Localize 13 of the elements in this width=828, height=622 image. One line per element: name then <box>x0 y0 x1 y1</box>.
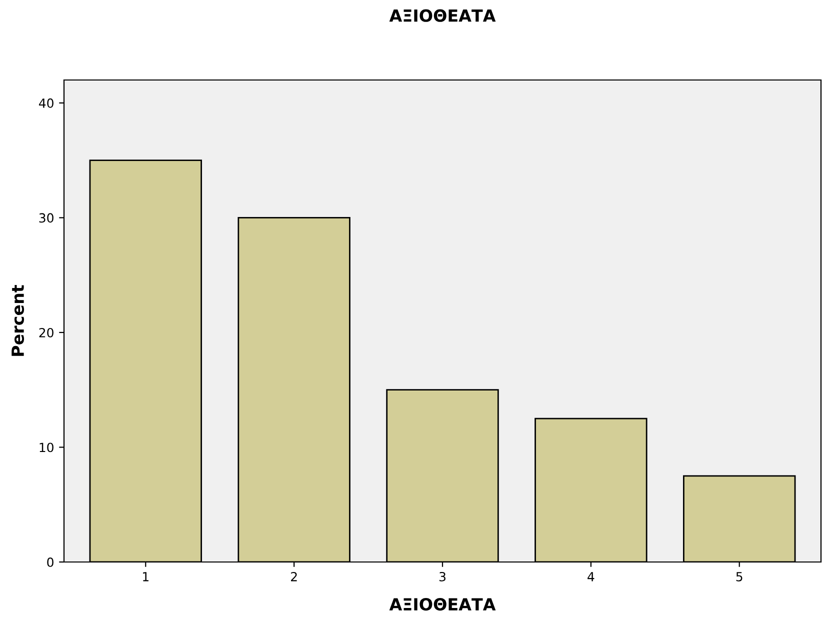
y-tick-label: 0 <box>47 557 54 567</box>
chart-title: ΑΞΙΟΘΕΑΤΑ <box>389 9 496 22</box>
y-tick-label: 20 <box>39 328 54 338</box>
y-tick-label: 30 <box>39 213 54 223</box>
y-axis-title: Percent <box>12 285 24 356</box>
x-tick-label: 2 <box>291 572 297 582</box>
x-tick-label: 1 <box>143 572 148 582</box>
y-tick-label: 10 <box>40 442 54 452</box>
y-tick-label: 40 <box>38 98 54 108</box>
x-tick-label: 3 <box>439 572 446 582</box>
x-axis-title: ΑΞΙΟΘΕΑΤΑ <box>389 598 496 611</box>
x-tick-label: 4 <box>588 572 594 582</box>
x-tick-label: 5 <box>736 572 742 582</box>
